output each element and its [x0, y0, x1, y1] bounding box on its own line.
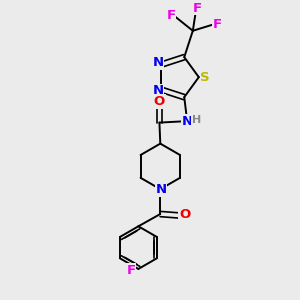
Text: N: N	[152, 56, 164, 69]
Text: O: O	[154, 95, 165, 108]
Text: N: N	[182, 115, 193, 128]
Text: F: F	[127, 264, 136, 277]
Text: F: F	[193, 2, 202, 15]
Text: S: S	[200, 71, 210, 84]
Text: F: F	[167, 9, 176, 22]
Text: N: N	[155, 183, 167, 196]
Text: H: H	[192, 115, 201, 125]
Text: N: N	[152, 85, 164, 98]
Text: F: F	[212, 18, 222, 32]
Text: O: O	[179, 208, 190, 220]
